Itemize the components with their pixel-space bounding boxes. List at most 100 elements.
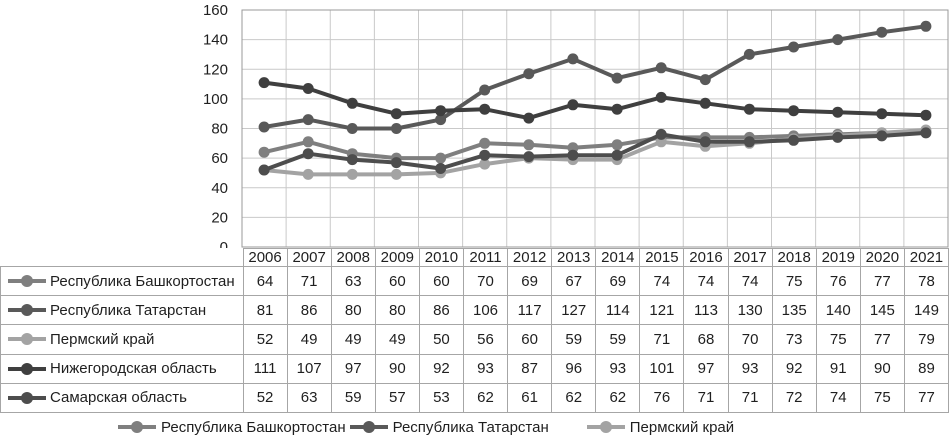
value-cell: 70 [462,265,509,297]
series-name-label: Пермский край [50,330,155,348]
value-cell: 73 [771,324,817,355]
chart-data-point [567,53,579,65]
year-header-cell: 2021 [903,248,949,267]
value-cell: 80 [374,295,420,326]
series-marker-icon [118,421,156,433]
chart-data-point [302,136,314,148]
chart-data-point [302,114,314,126]
value-cell: 67 [551,265,597,297]
chart-data-point [832,131,844,143]
chart-data-point [920,20,932,32]
legend-item-label: Республика Татарстан [392,418,549,436]
year-header-cell: 2015 [639,248,685,267]
table-row: Пермский край 52 49 49 49 50 56 60 59 59 71 68 70 73 7… [0,324,949,355]
value-cell: 114 [595,295,641,326]
chart-data-point [832,34,844,46]
year-header-cell: 2020 [859,248,905,267]
series-marker-icon [8,362,46,375]
series-name-label: Нижегородская область [50,360,217,378]
value-cell: 130 [727,295,773,326]
chart-data-point [788,41,800,53]
value-cell: 145 [859,295,905,326]
value-cell: 62 [551,382,597,414]
chart-data-point [390,168,402,180]
chart-data-point [655,128,667,140]
series-marker-icon [8,275,46,288]
table-row: Республика Татарстан 81 86 80 80 86 106 117 127 1… [0,295,949,326]
value-cell: 69 [595,265,641,297]
chart-data-point [611,103,623,115]
value-cell: 75 [859,382,905,414]
value-cell: 107 [286,353,332,384]
chart-data-point [655,91,667,103]
chart-data-point [435,105,447,117]
table-corner-cell [0,248,243,267]
value-cell: 89 [903,353,949,384]
value-cell: 149 [903,295,949,326]
value-cell: 70 [727,324,773,355]
value-cell: 64 [242,265,288,297]
chart-data-point [876,26,888,38]
data-table: 2006 2007 2008 2009 2010 2011 2012 2013 2014 2015… [0,248,949,414]
value-cell: 71 [727,382,773,414]
chart-data-point [743,103,755,115]
chart-data-point [479,137,491,149]
value-cell: 81 [242,295,288,326]
value-cell: 49 [330,324,376,355]
chart-data-point [435,114,447,126]
table-header: 2006 2007 2008 2009 2010 2011 2012 2013 2014 2015… [0,248,949,267]
legend-item: Республика Башкортостан [118,419,346,436]
value-cell: 76 [639,382,685,414]
year-header-cell: 2010 [418,248,464,267]
value-cell: 52 [242,324,288,355]
table-row: Самарская область 52 63 59 57 53 62 61 62 62 76 71 7… [0,382,949,414]
chart-data-point [435,152,447,164]
value-cell: 90 [859,353,905,384]
year-header-row: 2006 2007 2008 2009 2010 2011 2012 2013 2014 2015… [0,248,949,267]
chart-data-point [920,109,932,121]
chart-data-point [258,164,270,176]
year-header-cell: 2007 [286,248,332,267]
value-cell: 52 [242,382,288,414]
table-body: Республика Башкортостан 64 71 63 60 60 70 69 67 6… [0,265,949,414]
chart-data-point [435,163,447,174]
chart-data-point [390,108,402,120]
chart-data-point [611,149,623,161]
chart-series-line [263,130,927,172]
table-row: Нижегородская область 111 107 97 90 92 93 87 96 9… [0,353,949,384]
year-header-cell: 2014 [595,248,641,267]
line-chart-canvas: 0 20 40 60 80 100 120 140 160 [203,2,949,256]
value-cell: 59 [330,382,376,414]
legend-item-label: Республика Башкортостан [161,418,346,436]
legend-item-label: Пермский край [629,418,735,436]
series-marker-icon [8,304,46,317]
chart-data-point [832,106,844,118]
value-cell: 59 [551,324,597,355]
y-axis-tick-label: 120 [203,61,228,78]
series-label: Самарская область [1,389,242,407]
chart-data-point [258,146,270,158]
value-cell: 77 [859,324,905,355]
series-name-label: Самарская область [50,389,187,407]
legend-item: Пермский край [586,418,735,436]
chart-data-point [346,97,358,109]
chart-data-point [479,149,491,161]
chart-data-point [258,121,270,133]
value-cell: 74 [815,382,861,414]
chart-data-point [302,168,314,180]
value-cell: 86 [286,295,332,326]
value-cell: 68 [683,324,729,355]
year-header-cell: 2006 [242,248,288,267]
value-cell: 121 [639,295,685,326]
value-cell: 60 [374,265,420,297]
chart-data-point [567,149,579,161]
series-label: Республика Башкортостан [1,273,242,290]
y-axis-tick-label: 0 [220,239,228,248]
chart-data-point [920,127,932,139]
value-cell: 135 [771,295,817,326]
chart-data-point [523,151,535,163]
chart-data-point [258,77,270,89]
year-header-cell: 2017 [727,248,773,267]
value-cell: 71 [286,265,332,297]
value-cell: 106 [462,295,509,326]
